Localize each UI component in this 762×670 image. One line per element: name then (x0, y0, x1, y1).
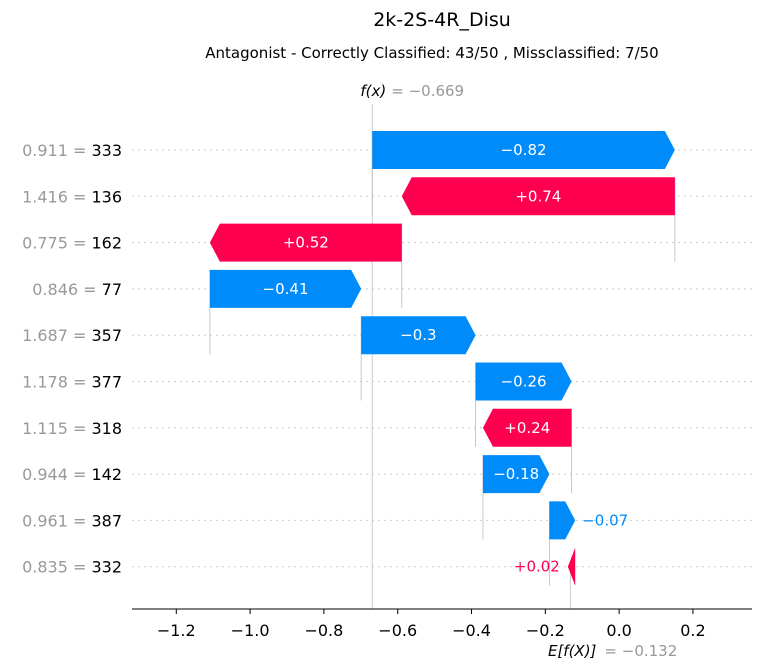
bar-value-label: +0.24 (504, 419, 550, 437)
feature-label: 0.835 = 332 (22, 558, 122, 577)
feature-value: 0.775 = (22, 234, 91, 253)
feature-name: 77 (102, 280, 122, 299)
x-tick-label: −0.6 (378, 621, 417, 640)
bar-333 (372, 131, 675, 169)
bar-357 (361, 316, 476, 355)
bar-value-label: −0.26 (501, 373, 547, 391)
x-tick-label: 0.2 (680, 621, 705, 640)
feature-name: 318 (91, 419, 122, 438)
x-tick-label: −0.2 (526, 621, 565, 640)
feature-label: 1.416 = 136 (22, 187, 122, 206)
feature-value: 1.687 = (22, 326, 91, 345)
feature-label: 0.775 = 162 (22, 234, 122, 253)
bar-77 (209, 269, 362, 308)
feature-value: 1.178 = (22, 373, 91, 392)
feature-value: 0.835 = (22, 558, 91, 577)
x-tick-label: −1.2 (157, 621, 196, 640)
feature-value: 1.416 = (22, 187, 91, 206)
feature-name: 332 (91, 558, 122, 577)
feature-label: 1.178 = 377 (22, 373, 122, 392)
x-tick-label: −0.4 (452, 621, 491, 640)
bar-value-label: +0.02 (514, 558, 560, 576)
fx-annotation: f(x) = −0.669 (360, 82, 464, 100)
feature-label: 1.115 = 318 (22, 419, 122, 438)
feature-value: 0.944 = (22, 465, 91, 484)
bar-value-label: −0.82 (501, 141, 547, 159)
bar-377 (475, 362, 572, 401)
bar-387 (549, 501, 576, 540)
feature-name: 136 (91, 187, 122, 206)
feature-name: 387 (91, 511, 122, 530)
ex-annotation: E[f(X)] = −0.132 (548, 642, 677, 660)
x-tick-label: −1.0 (231, 621, 270, 640)
feature-label: 0.846 = 77 (32, 280, 122, 299)
feature-name: 333 (91, 141, 122, 160)
bar-value-label: −0.3 (400, 326, 436, 344)
x-axis-ticks: −1.2 −1.0 −0.8 −0.6 −0.4 −0.2 0.0 0.2 (157, 609, 706, 640)
feature-name: 162 (91, 234, 122, 253)
bar-332 (567, 547, 576, 586)
plot-area: −0.82 0.911 = 333 +0.74 1.416 = 136 +0.52 0.7… (22, 104, 752, 609)
bar-136 (401, 177, 675, 216)
feature-value: 0.846 = (32, 280, 101, 299)
chart-subtitle: Antagonist - Correctly Classified: 43/50… (205, 44, 658, 62)
feature-name: 377 (91, 373, 122, 392)
bar-value-label: −0.07 (582, 511, 628, 529)
bar-value-label: −0.41 (263, 280, 309, 298)
feature-label: 0.961 = 387 (22, 511, 122, 530)
bar-value-label: +0.52 (283, 234, 329, 252)
x-tick-label: 0.0 (606, 621, 631, 640)
feature-value: 0.911 = (22, 141, 91, 160)
x-tick-label: −0.8 (304, 621, 343, 640)
feature-value: 0.961 = (22, 511, 91, 530)
feature-name: 142 (91, 465, 122, 484)
ex-label: E[f(X)] (548, 642, 597, 660)
feature-value: 1.115 = (22, 419, 91, 438)
feature-label: 0.911 = 333 (22, 141, 122, 160)
feature-label: 0.944 = 142 (22, 465, 122, 484)
feature-label: 1.687 = 357 (22, 326, 122, 345)
fx-value: = −0.669 (391, 82, 464, 100)
feature-name: 357 (91, 326, 122, 345)
bar-value-label: +0.74 (515, 187, 561, 205)
ex-value: = −0.132 (604, 642, 677, 660)
bar-value-label: −0.18 (493, 465, 539, 483)
bar-318 (482, 408, 572, 447)
bar-142 (482, 455, 550, 494)
bar-162 (209, 223, 402, 262)
chart-title: 2k-2S-4R_Disu (373, 9, 511, 31)
fx-label: f(x) (360, 82, 386, 100)
